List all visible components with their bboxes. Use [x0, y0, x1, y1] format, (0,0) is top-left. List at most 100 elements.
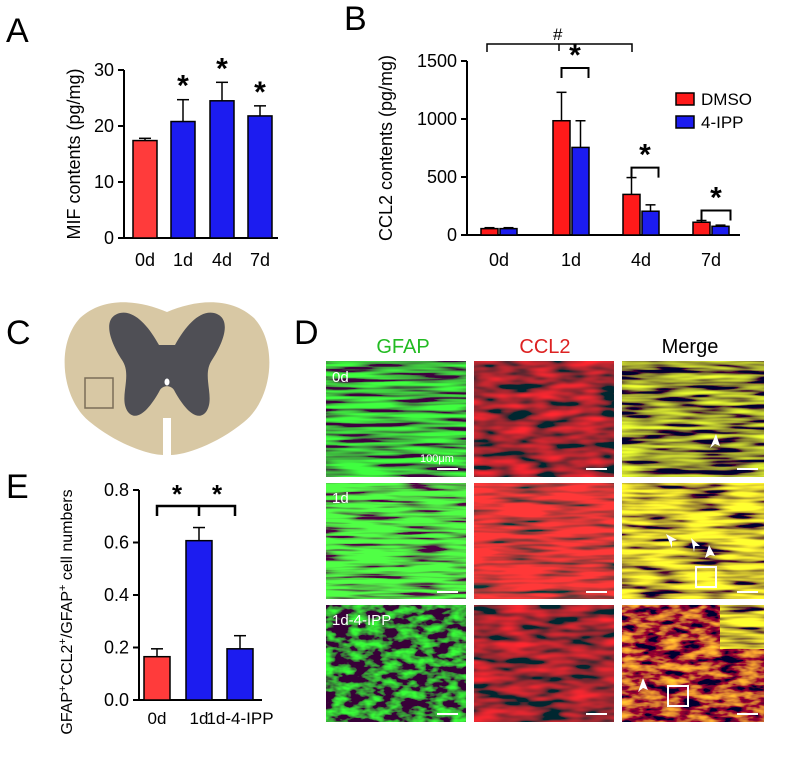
- micrograph-row-0d: 0d 100μm: [326, 361, 764, 477]
- bar: [247, 115, 273, 239]
- x-tick-label: 1d: [173, 250, 193, 270]
- micrograph-gfap-1d-4-ipp: [326, 605, 466, 722]
- significance-bracket: [155, 504, 237, 516]
- x-tick-label: 1d-4-IPP: [206, 709, 273, 728]
- bar: [185, 539, 213, 701]
- x-tick-label: 7d: [250, 250, 270, 270]
- bar: [692, 221, 711, 236]
- y-tick-label: 500: [427, 167, 457, 187]
- inset-source-box: [695, 566, 717, 588]
- significance-star: *: [639, 139, 651, 172]
- inset-zoom: [719, 482, 765, 528]
- panel-label-a: A: [6, 12, 29, 50]
- chart-a: 0 10 20 30 0d 1d * 4d * 7d * MIF contents (pg/mg): [64, 52, 278, 270]
- x-tick-label: 1d: [190, 709, 209, 728]
- hash-symbol: #: [553, 25, 563, 44]
- y-tick-label: 0.2: [104, 638, 129, 658]
- bar: [480, 227, 499, 236]
- spinal-cord-diagram: [64, 302, 270, 455]
- x-tick-label: 0d: [135, 250, 155, 270]
- region-of-interest-box: [84, 377, 114, 409]
- legend-label: DMSO: [701, 90, 752, 109]
- significance-star: *: [177, 70, 189, 103]
- bar: [711, 225, 730, 236]
- bar: [209, 100, 235, 239]
- panel-label-e: E: [6, 468, 29, 506]
- y-axis-label-superscript: +: [57, 638, 69, 644]
- y-axis-label-part: cell numbers: [59, 489, 76, 584]
- y-tick-label: 0.0: [104, 690, 129, 710]
- bar: [143, 655, 171, 701]
- column-header-gfap: GFAP: [376, 336, 429, 358]
- arrowhead-marker: [666, 534, 677, 548]
- y-tick-label: 1500: [417, 51, 457, 71]
- x-tick-label: 0d: [148, 709, 167, 728]
- bar: [170, 120, 196, 239]
- significance-star: *: [172, 479, 183, 509]
- significance-bracket: [630, 166, 660, 178]
- row-label-0d: 0d: [332, 369, 349, 386]
- x-tick-label: 1d: [561, 250, 581, 270]
- y-axis-label: MIF contents (pg/mg): [64, 68, 84, 239]
- micrograph-row-1d-4-ipp: 1d-4-IPP: [326, 604, 765, 722]
- row-label-1d-4-ipp: 1d-4-IPP: [332, 612, 391, 629]
- bar: [571, 146, 590, 236]
- y-axis-label-part: /GFAP: [59, 591, 76, 638]
- y-axis-label-part: GFAP: [59, 692, 76, 735]
- central-canal: [164, 378, 170, 386]
- y-tick-label: 0: [447, 225, 457, 245]
- arrowhead-marker: [638, 678, 648, 692]
- micrograph-ccl2-1d-4-ipp: [474, 605, 614, 722]
- bar: [499, 227, 518, 236]
- micrograph-gfap-1d: [326, 483, 466, 599]
- arrowhead-marker: [691, 538, 700, 552]
- x-tick-label: 4d: [631, 250, 651, 270]
- micrograph-ccl2-1d: [474, 483, 614, 599]
- y-tick-label: 0.8: [104, 480, 129, 500]
- arrowhead-marker: [710, 434, 720, 448]
- significance-star: *: [569, 39, 581, 72]
- micrograph-merge-0d: [622, 361, 764, 477]
- y-axis-label-part: CCL2: [59, 644, 76, 685]
- row-label-1d: 1d: [332, 490, 349, 507]
- panel-label-b: B: [344, 0, 367, 38]
- significance-star: *: [216, 52, 228, 85]
- panel-label-c: C: [6, 314, 31, 352]
- legend-label: 4-IPP: [701, 113, 744, 132]
- legend-swatch: [675, 115, 695, 129]
- y-axis-label-superscript: +: [57, 685, 69, 691]
- y-tick-label: 1000: [417, 109, 457, 129]
- panel-label-d: D: [294, 314, 319, 352]
- significance-bracket: [560, 67, 590, 78]
- gray-matter-butterfly: [109, 312, 225, 416]
- significance-star: *: [212, 479, 223, 509]
- y-tick-label: 0.6: [104, 533, 129, 553]
- y-axis-label-superscript: +: [57, 585, 69, 591]
- bar: [641, 210, 660, 236]
- y-tick-label: 10: [94, 172, 114, 192]
- bar: [226, 648, 254, 701]
- column-header-merge: Merge: [662, 336, 719, 358]
- x-tick-label: 4d: [212, 250, 232, 270]
- y-axis-label: GFAP+CCL2+/GFAP+ cell numbers: [57, 489, 76, 734]
- x-tick-label: 7d: [701, 250, 721, 270]
- micrograph-grid: GFAP CCL2 Merge 0d 100μm 1d: [326, 336, 765, 722]
- y-tick-label: 20: [94, 116, 114, 136]
- micrograph-gfap-0d: [326, 361, 466, 477]
- bar: [622, 193, 641, 236]
- bar: [552, 119, 571, 236]
- x-tick-label: 0d: [489, 250, 509, 270]
- scale-bar-label: 100μm: [420, 453, 454, 465]
- y-axis-label: CCL2 contents (pg/mg): [376, 55, 396, 241]
- inset-source-box: [667, 685, 689, 707]
- legend-swatch: [675, 92, 695, 106]
- chart-b: 0 500 1000 1500 0d 1d * 4d * 7d * # DMSO 4-IPP CCL2 co…: [376, 25, 752, 270]
- bar: [132, 139, 158, 239]
- y-tick-label: 0: [104, 228, 114, 248]
- inset-zoom: [719, 604, 765, 650]
- y-tick-label: 30: [94, 60, 114, 80]
- micrograph-row-1d: 1d: [326, 482, 765, 599]
- significance-bracket: [700, 209, 732, 221]
